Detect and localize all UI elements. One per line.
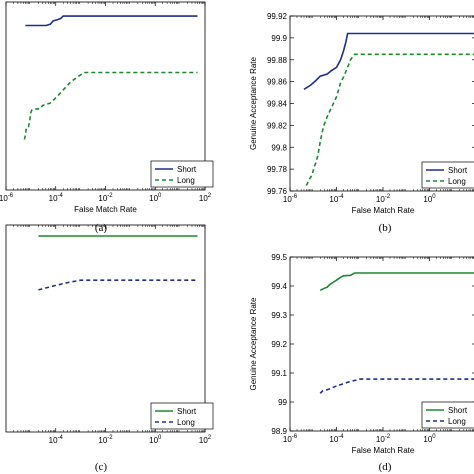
y-tick-label: 99.4	[271, 282, 287, 291]
series-line-short	[303, 32, 474, 90]
legend-entry: Short	[177, 407, 197, 416]
panel-label: (c)	[95, 461, 108, 473]
legend-entry: Short	[177, 165, 197, 174]
y-tick-label: 99.1	[271, 369, 287, 378]
x-axis-label: False Match Rate	[352, 446, 415, 455]
legend-entry: Long	[448, 417, 466, 426]
y-tick-label: 98.9	[271, 427, 287, 436]
y-tick-label: 99.86	[267, 78, 288, 87]
chart-panel: 10-6 10-4 10-2 100 99.76 99.78 99.8 99.82 99.84 9…	[249, 12, 474, 234]
x-tick-label: 10-2	[376, 194, 391, 204]
y-tick-label: 99.76	[267, 187, 288, 196]
legend-box	[421, 401, 474, 429]
legend-entry: Short	[448, 166, 468, 175]
series-line-long	[319, 378, 474, 394]
y-tick-label: 99.78	[267, 165, 288, 174]
y-axis-label: Genuine Acceptance Rate	[249, 297, 258, 391]
series-line-short	[25, 15, 198, 27]
series-line-short	[319, 272, 474, 292]
chart-panel: 10-4 10-2 100 102 Short Long (c)	[5, 224, 214, 473]
legend-box	[150, 160, 214, 188]
plot-frame	[5, 224, 206, 433]
series-line-long	[38, 279, 198, 291]
x-tick-label: 10-4	[329, 434, 344, 444]
legend-box	[421, 161, 474, 189]
y-tick-label: 99.92	[267, 12, 288, 21]
x-tick-label: 10-4	[329, 194, 344, 204]
y-tick-label: 99.88	[267, 56, 288, 65]
x-tick-label: 10-6	[0, 193, 14, 203]
y-tick-label: 99.82	[267, 121, 288, 130]
y-tick-label: 99.84	[267, 100, 288, 109]
y-axis-label: Genuine Acceptance Rate	[249, 56, 258, 150]
x-axis-label: False Match Rate	[352, 206, 415, 215]
legend: Short Long	[421, 401, 474, 429]
legend-entry: Long	[177, 176, 195, 185]
y-tick-label: 99.2	[271, 340, 287, 349]
legend-entry: Long	[177, 418, 195, 427]
x-tick-label: 10-2	[98, 193, 113, 203]
x-tick-label: 10-4	[49, 193, 64, 203]
y-tick-label: 99.9	[271, 34, 287, 43]
x-tick-label: 100	[149, 193, 162, 203]
legend-entry: Short	[448, 406, 468, 415]
y-tick-label: 99.5	[271, 253, 287, 262]
x-tick-label: 102	[199, 193, 212, 203]
legend: Short Long	[150, 402, 214, 430]
legend: Short Long	[421, 161, 474, 189]
y-tick-label: 99.3	[271, 311, 287, 320]
x-tick-label: 100	[149, 435, 162, 445]
chart-panel: 10-6 10-4 10-2 100 102 False Match Rate Short L…	[0, 1, 214, 234]
y-tick-label: 99.8	[271, 143, 287, 152]
x-tick-label: 100	[423, 434, 436, 444]
x-axis-label: False Match Rate	[74, 205, 137, 214]
chart-panel: 10-6 10-4 10-2 100 98.9 99 99.1 99.2 99.3 99.4 99.…	[249, 253, 474, 473]
y-tick-label: 99	[278, 398, 287, 407]
legend-entry: Long	[448, 177, 466, 186]
x-tick-label: 100	[423, 194, 436, 204]
legend-box	[150, 402, 214, 430]
panel-label: (b)	[379, 222, 392, 234]
x-tick-label: 10-6	[283, 194, 298, 204]
panel-label: (d)	[379, 461, 392, 473]
x-tick-label: 10-6	[283, 434, 298, 444]
x-tick-label: 10-4	[49, 435, 64, 445]
x-tick-label: 10-2	[376, 434, 391, 444]
x-tick-label: 102	[199, 435, 212, 445]
series-line-long	[23, 71, 198, 140]
series-line-long	[305, 53, 474, 186]
legend: Short Long	[150, 160, 214, 188]
x-tick-label: 10-2	[98, 435, 113, 445]
